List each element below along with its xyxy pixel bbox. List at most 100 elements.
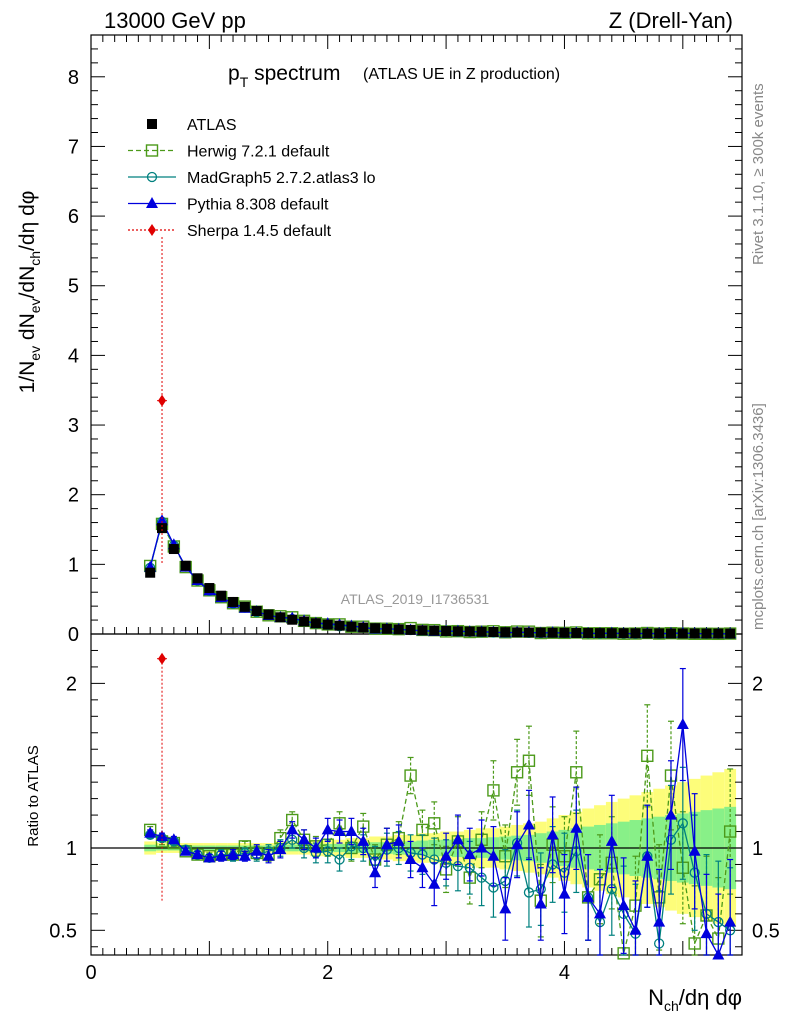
pythia-ratio-point — [617, 899, 630, 911]
legend-item-pythia: Pythia 8.308 default — [128, 197, 329, 214]
ratio-y-tick-label-right: 0.5 — [752, 920, 780, 942]
legend-label-madgraph: MadGraph5 2.7.2.atlas3 lo — [187, 170, 376, 187]
legend-marker-sherpa — [148, 224, 156, 236]
atlas-point — [417, 625, 428, 636]
atlas-point — [654, 628, 665, 639]
atlas-point — [192, 573, 203, 584]
atlas-point — [476, 626, 487, 637]
atlas-point — [464, 626, 475, 637]
xlabel-n: N — [648, 985, 664, 1010]
atlas-point — [263, 609, 274, 620]
main-y-tick-label: 7 — [68, 136, 79, 158]
madgraph-ratio-point — [334, 854, 345, 865]
atlas-point — [583, 628, 594, 639]
herwig-ratio-point — [641, 749, 654, 763]
main-y-tick-label: 6 — [68, 206, 79, 228]
pythia-ratio-point — [215, 849, 228, 861]
atlas-point — [358, 622, 369, 633]
pythia-ratio-point — [605, 834, 618, 846]
atlas-point — [665, 628, 676, 639]
legend-label-herwig: Herwig 7.2.1 default — [187, 144, 330, 161]
madgraph-ratio-point — [523, 887, 535, 898]
atlas-point — [512, 627, 523, 638]
pythia-ratio-point — [286, 823, 299, 835]
xlabel-sub: ch — [664, 998, 679, 1014]
pythia-ratio-point — [392, 834, 405, 846]
pythia-ratio-point — [712, 948, 725, 960]
atlas-point — [535, 627, 546, 638]
pythia-ratio-point — [167, 833, 180, 845]
atlas-point — [168, 544, 179, 555]
x-tick-label: 0 — [85, 962, 96, 984]
title-rest: spectrum — [248, 62, 340, 85]
plot-title-extra: (ATLAS UE in Z production) — [363, 66, 560, 83]
atlas-point — [594, 628, 605, 639]
main-y-tick-label: 3 — [68, 415, 79, 437]
pythia-ratio-point — [676, 718, 689, 730]
atlas-point — [239, 601, 250, 612]
ratio-y-tick-label: 2 — [66, 673, 77, 695]
pythia-ratio-point — [534, 897, 547, 909]
pythia-ratio-point — [558, 887, 571, 899]
ylabel-part-4: /dN — [16, 266, 39, 299]
herwig-ratio-point — [428, 817, 441, 830]
pythia-ratio-point — [179, 844, 192, 856]
atlas-point — [523, 627, 534, 638]
herwig-ratio-point — [522, 754, 536, 767]
atlas-point — [606, 628, 617, 639]
rivet-label: Rivet 3.1.10, ≥ 300k events — [750, 83, 767, 265]
legend-item-herwig: Herwig 7.2.1 default — [128, 144, 330, 161]
herwig-ratio-point — [688, 937, 701, 950]
ratio-y-tick-label: 0.5 — [49, 920, 77, 942]
madgraph-main-line — [149, 519, 731, 635]
pythia-ratio-point — [428, 877, 441, 889]
pythia-ratio-point — [250, 844, 263, 856]
pythia-ratio-point — [664, 808, 677, 820]
pythia-ratio-point — [700, 927, 713, 939]
x-tick-label: 2 — [322, 962, 333, 984]
main-y-tick-label: 0 — [68, 624, 79, 646]
pythia-ratio-point — [499, 902, 512, 914]
main-y-tick-label: 5 — [68, 276, 79, 298]
legend-label-atlas: ATLAS — [187, 117, 237, 134]
madgraph-ratio-point — [322, 846, 333, 857]
ratio-y-tick-label-right: 1 — [752, 838, 763, 860]
pythia-ratio-point — [416, 861, 429, 873]
atlas-point — [145, 567, 156, 578]
madgraph-ratio-point — [677, 818, 688, 829]
pythia-ratio-point — [321, 823, 334, 835]
legend-item-madgraph: MadGraph5 2.7.2.atlas3 lo — [128, 170, 376, 187]
atlas-point — [689, 628, 700, 639]
atlas-point — [393, 624, 404, 635]
pythia-ratio-point — [475, 841, 488, 853]
main-y-tick-label: 4 — [68, 345, 79, 367]
atlas-point — [405, 624, 416, 635]
atlas-point — [441, 626, 452, 637]
pythia-ratio-point — [440, 849, 453, 861]
pythia-ratio-point — [451, 833, 464, 845]
analysis-id-label: ATLAS_2019_I1736531 — [341, 591, 490, 607]
pythia-ratio-point — [641, 849, 654, 861]
atlas-point — [204, 583, 215, 594]
main-y-tick-label: 2 — [68, 485, 79, 507]
pythia-ratio-point — [345, 825, 358, 837]
mcplots-label: mcplots.cern.ch [arXiv:1306.3436] — [750, 403, 767, 630]
atlas-point — [157, 523, 168, 534]
atlas-point — [677, 628, 688, 639]
atlas-point — [370, 623, 381, 634]
ratio-y-tick-label-right: 2 — [752, 673, 763, 695]
pythia-ratio-point — [653, 915, 666, 927]
atlas-point — [334, 620, 345, 631]
pythia-main-point — [156, 514, 169, 526]
atlas-point — [725, 628, 736, 639]
pythia-ratio-point — [227, 848, 240, 860]
pythia-ratio-point — [463, 848, 476, 860]
ratio-y-axis-label: Ratio to ATLAS — [25, 745, 42, 846]
x-tick-label: 4 — [559, 962, 570, 984]
pythia-ratio-point — [688, 844, 701, 856]
pythia-ratio-point — [380, 838, 393, 850]
atlas-point — [630, 628, 641, 639]
herwig-ratio-point — [723, 825, 737, 838]
ylabel-part-3: ev — [27, 298, 43, 313]
atlas-point — [571, 627, 582, 638]
